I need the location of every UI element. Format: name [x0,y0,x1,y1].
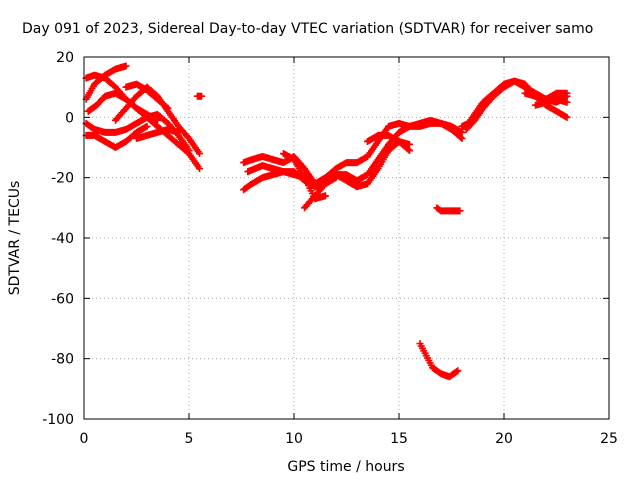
data-point [563,98,571,106]
x-tick-label: 25 [600,431,618,447]
data-point [198,92,206,100]
y-axis-label: SDTVAR / TECUs [7,181,23,296]
data-point [563,89,571,97]
y-tick-label: -40 [51,231,74,247]
x-tick-label: 15 [390,431,408,447]
series-arc-14 [301,137,413,212]
series-arc-17 [416,340,462,381]
data-point [196,150,203,158]
data-point [122,62,130,70]
axes: 0 5 10 15 20 25 -100 -80 -60 -40 -20 0 20 [42,50,618,447]
series-arc-21 [532,95,571,109]
x-axis-label: GPS time / hours [287,459,404,475]
y-tick-label: -80 [51,352,74,368]
series-arc-2 [82,62,130,103]
chart-title: Day 091 of 2023, Sidereal Day-to-day VTE… [22,21,593,37]
x-tick-label: 5 [185,431,194,447]
data-point [143,122,151,130]
data-point [322,192,329,200]
y-tick-label: -100 [42,412,74,428]
y-tick-label: -20 [51,171,74,187]
grid [84,57,609,419]
data-point [454,367,462,375]
series-arc-5 [82,110,193,155]
data-point [154,116,161,124]
series-arc-9 [193,92,206,100]
series-arc-16 [433,204,464,215]
data-point [456,207,464,215]
data-point [196,165,203,173]
data-marker [453,368,461,376]
y-tick-label: -60 [51,291,74,307]
data-marker [404,145,412,153]
series-arc-15 [364,131,413,155]
data-marker [163,103,171,111]
y-tick-label: 20 [56,50,74,66]
data-series [82,62,571,381]
series-arc-8 [133,125,182,142]
data-point [458,134,466,142]
x-tick-label: 20 [495,431,513,447]
y-tick-label: 0 [65,110,74,126]
data-point [563,113,571,121]
data-point [406,147,413,155]
data-point [164,104,172,112]
series-arc-4 [82,122,151,151]
data-point [175,128,182,136]
plot-area-border [83,56,610,420]
x-tick-label: 0 [80,431,89,447]
x-tick-label: 10 [285,431,303,447]
data-point [185,147,193,155]
data-point [458,128,466,136]
series-arc-7 [122,80,172,112]
data-marker [457,133,465,141]
data-point [406,140,413,148]
